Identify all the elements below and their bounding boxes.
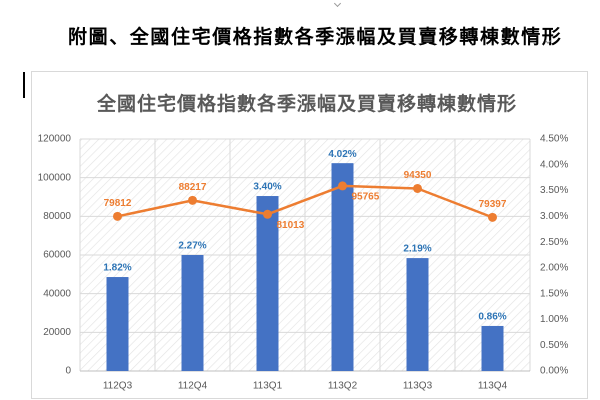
bar-113q1 — [256, 196, 279, 371]
line-data-label: 81013 — [277, 220, 305, 231]
data-labels: 1.82% 2.27% 3.40% 4.02% 2.19% 0.86% 79812 88217… — [103, 149, 507, 323]
left-axis-tick-label: 60000 — [43, 250, 71, 261]
line-marker-113q4 — [488, 212, 497, 222]
text-cursor — [23, 72, 25, 98]
bar-113q4 — [481, 325, 504, 371]
line-data-label: 79397 — [479, 199, 507, 210]
bar-data-label: 2.19% — [403, 244, 431, 255]
left-axis-tick-label: 20000 — [43, 327, 71, 338]
right-axis-tick-label: 4.00% — [540, 159, 568, 170]
line-data-label: 95765 — [352, 192, 380, 203]
line-marker-112q3 — [113, 211, 122, 221]
line-marker-113q2 — [338, 181, 347, 191]
category-label: 112Q4 — [178, 381, 208, 392]
category-label: 113Q4 — [478, 381, 508, 392]
category-label: 113Q1 — [253, 381, 283, 392]
right-axis-tick-label: 1.00% — [540, 314, 568, 325]
line-data-label: 94350 — [404, 170, 432, 181]
gridlines — [79, 138, 531, 372]
bar-data-label: 3.40% — [253, 182, 281, 193]
category-label: 112Q3 — [103, 381, 133, 392]
right-axis-tick-label: 0.00% — [540, 366, 568, 377]
line-data-label: 88217 — [179, 182, 207, 193]
bar-series — [106, 163, 504, 371]
left-axis-tick-label: 0 — [65, 366, 71, 377]
chart-title: 全國住宅價格指數各季漲幅及買賣移轉棟數情形 — [96, 92, 517, 115]
bar-112q4 — [181, 255, 204, 371]
line-data-label: 79812 — [104, 198, 132, 209]
bar-113q3 — [406, 258, 429, 371]
left-value-axis: 0 20000 40000 60000 80000 100000 120000 — [38, 134, 72, 377]
left-axis-tick-label: 120000 — [38, 134, 72, 145]
right-axis-tick-label: 1.50% — [540, 288, 568, 299]
line-marker-112q4 — [188, 195, 197, 205]
line-marker-113q3 — [413, 183, 422, 193]
page-title: 附圖、全國住宅價格指數各季漲幅及買賣移轉棟數情形 — [68, 27, 563, 48]
bar-data-label: 1.82% — [103, 263, 131, 274]
bar-data-label: 0.86% — [478, 312, 506, 323]
right-axis-tick-label: 4.50% — [540, 134, 568, 145]
line-path — [117, 184, 493, 219]
right-axis-tick-label: 2.50% — [540, 237, 568, 248]
line-marker-113q1 — [263, 209, 272, 219]
bar-data-label: 2.27% — [178, 241, 206, 252]
right-axis-tick-label: 3.00% — [540, 211, 568, 222]
left-axis-tick-label: 80000 — [43, 211, 71, 222]
right-axis-tick-label: 0.50% — [540, 340, 568, 351]
bar-112q3 — [106, 277, 129, 371]
category-label: 113Q2 — [328, 381, 358, 392]
right-axis-tick-label: 3.50% — [540, 185, 568, 196]
category-label: 113Q3 — [403, 381, 433, 392]
right-axis-tick-label: 2.00% — [540, 263, 568, 274]
left-axis-tick-label: 40000 — [43, 288, 71, 299]
left-axis-tick-label: 100000 — [38, 172, 72, 183]
bar-113q2 — [331, 163, 354, 371]
bar-data-label: 4.02% — [328, 149, 356, 160]
category-axis: 112Q3 112Q4 113Q1 113Q2 113Q3 113Q4 — [103, 381, 508, 392]
line-series — [113, 181, 497, 222]
right-value-axis: 0.00% 0.50% 1.00% 1.50% 2.00% 2.50% 3.00% 3.50%… — [540, 134, 568, 377]
